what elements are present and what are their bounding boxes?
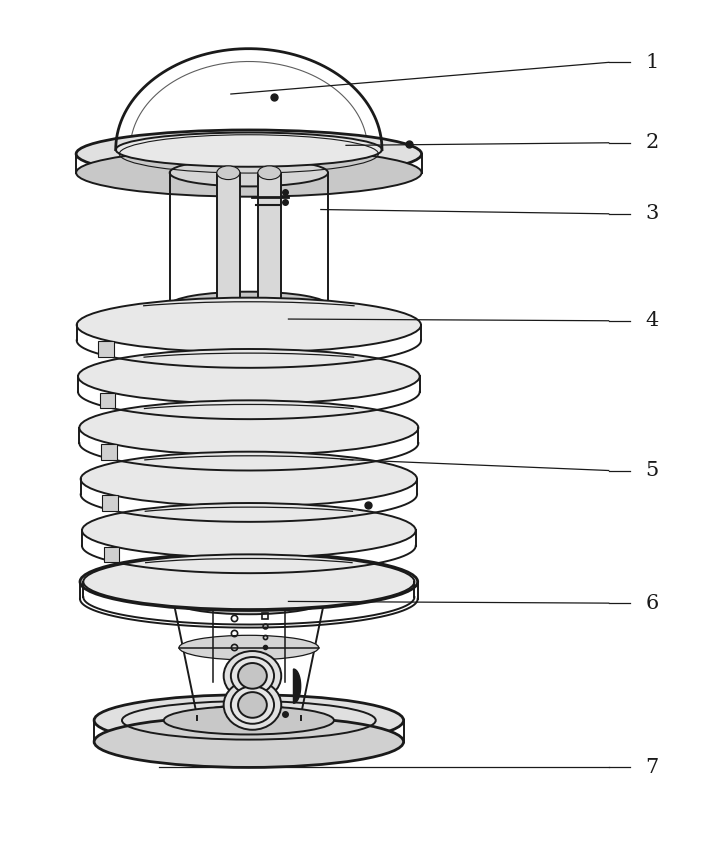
Text: 2: 2 [645, 133, 659, 152]
Ellipse shape [170, 159, 328, 187]
Text: 6: 6 [645, 594, 659, 613]
Ellipse shape [231, 657, 274, 695]
Ellipse shape [238, 692, 267, 718]
Ellipse shape [223, 680, 281, 730]
Ellipse shape [79, 400, 419, 455]
Ellipse shape [217, 166, 240, 180]
Ellipse shape [78, 349, 419, 403]
Ellipse shape [76, 130, 422, 178]
Bar [100, 393, 116, 408]
Bar [103, 547, 119, 562]
Ellipse shape [76, 149, 422, 197]
Ellipse shape [81, 452, 417, 506]
Ellipse shape [94, 716, 403, 767]
Ellipse shape [76, 298, 421, 353]
Bar [98, 341, 114, 357]
Ellipse shape [179, 635, 319, 660]
Ellipse shape [116, 132, 382, 167]
Ellipse shape [80, 553, 418, 611]
Ellipse shape [197, 705, 301, 727]
Text: 7: 7 [645, 758, 659, 777]
Ellipse shape [170, 292, 328, 319]
Ellipse shape [258, 166, 281, 180]
Text: 4: 4 [645, 311, 659, 330]
Text: 1: 1 [645, 53, 659, 72]
Ellipse shape [173, 587, 325, 614]
Bar [101, 444, 116, 460]
Bar [217, 305, 281, 321]
Text: 5: 5 [645, 461, 659, 480]
Ellipse shape [217, 312, 281, 329]
Ellipse shape [223, 651, 281, 701]
Polygon shape [293, 669, 301, 703]
Ellipse shape [238, 663, 267, 689]
Bar [102, 495, 118, 511]
Ellipse shape [231, 686, 274, 724]
Ellipse shape [82, 503, 416, 558]
Ellipse shape [164, 706, 334, 734]
Bar [258, 173, 281, 305]
Ellipse shape [94, 695, 403, 746]
Text: 3: 3 [645, 204, 659, 223]
Bar [217, 173, 240, 305]
Ellipse shape [83, 555, 414, 609]
